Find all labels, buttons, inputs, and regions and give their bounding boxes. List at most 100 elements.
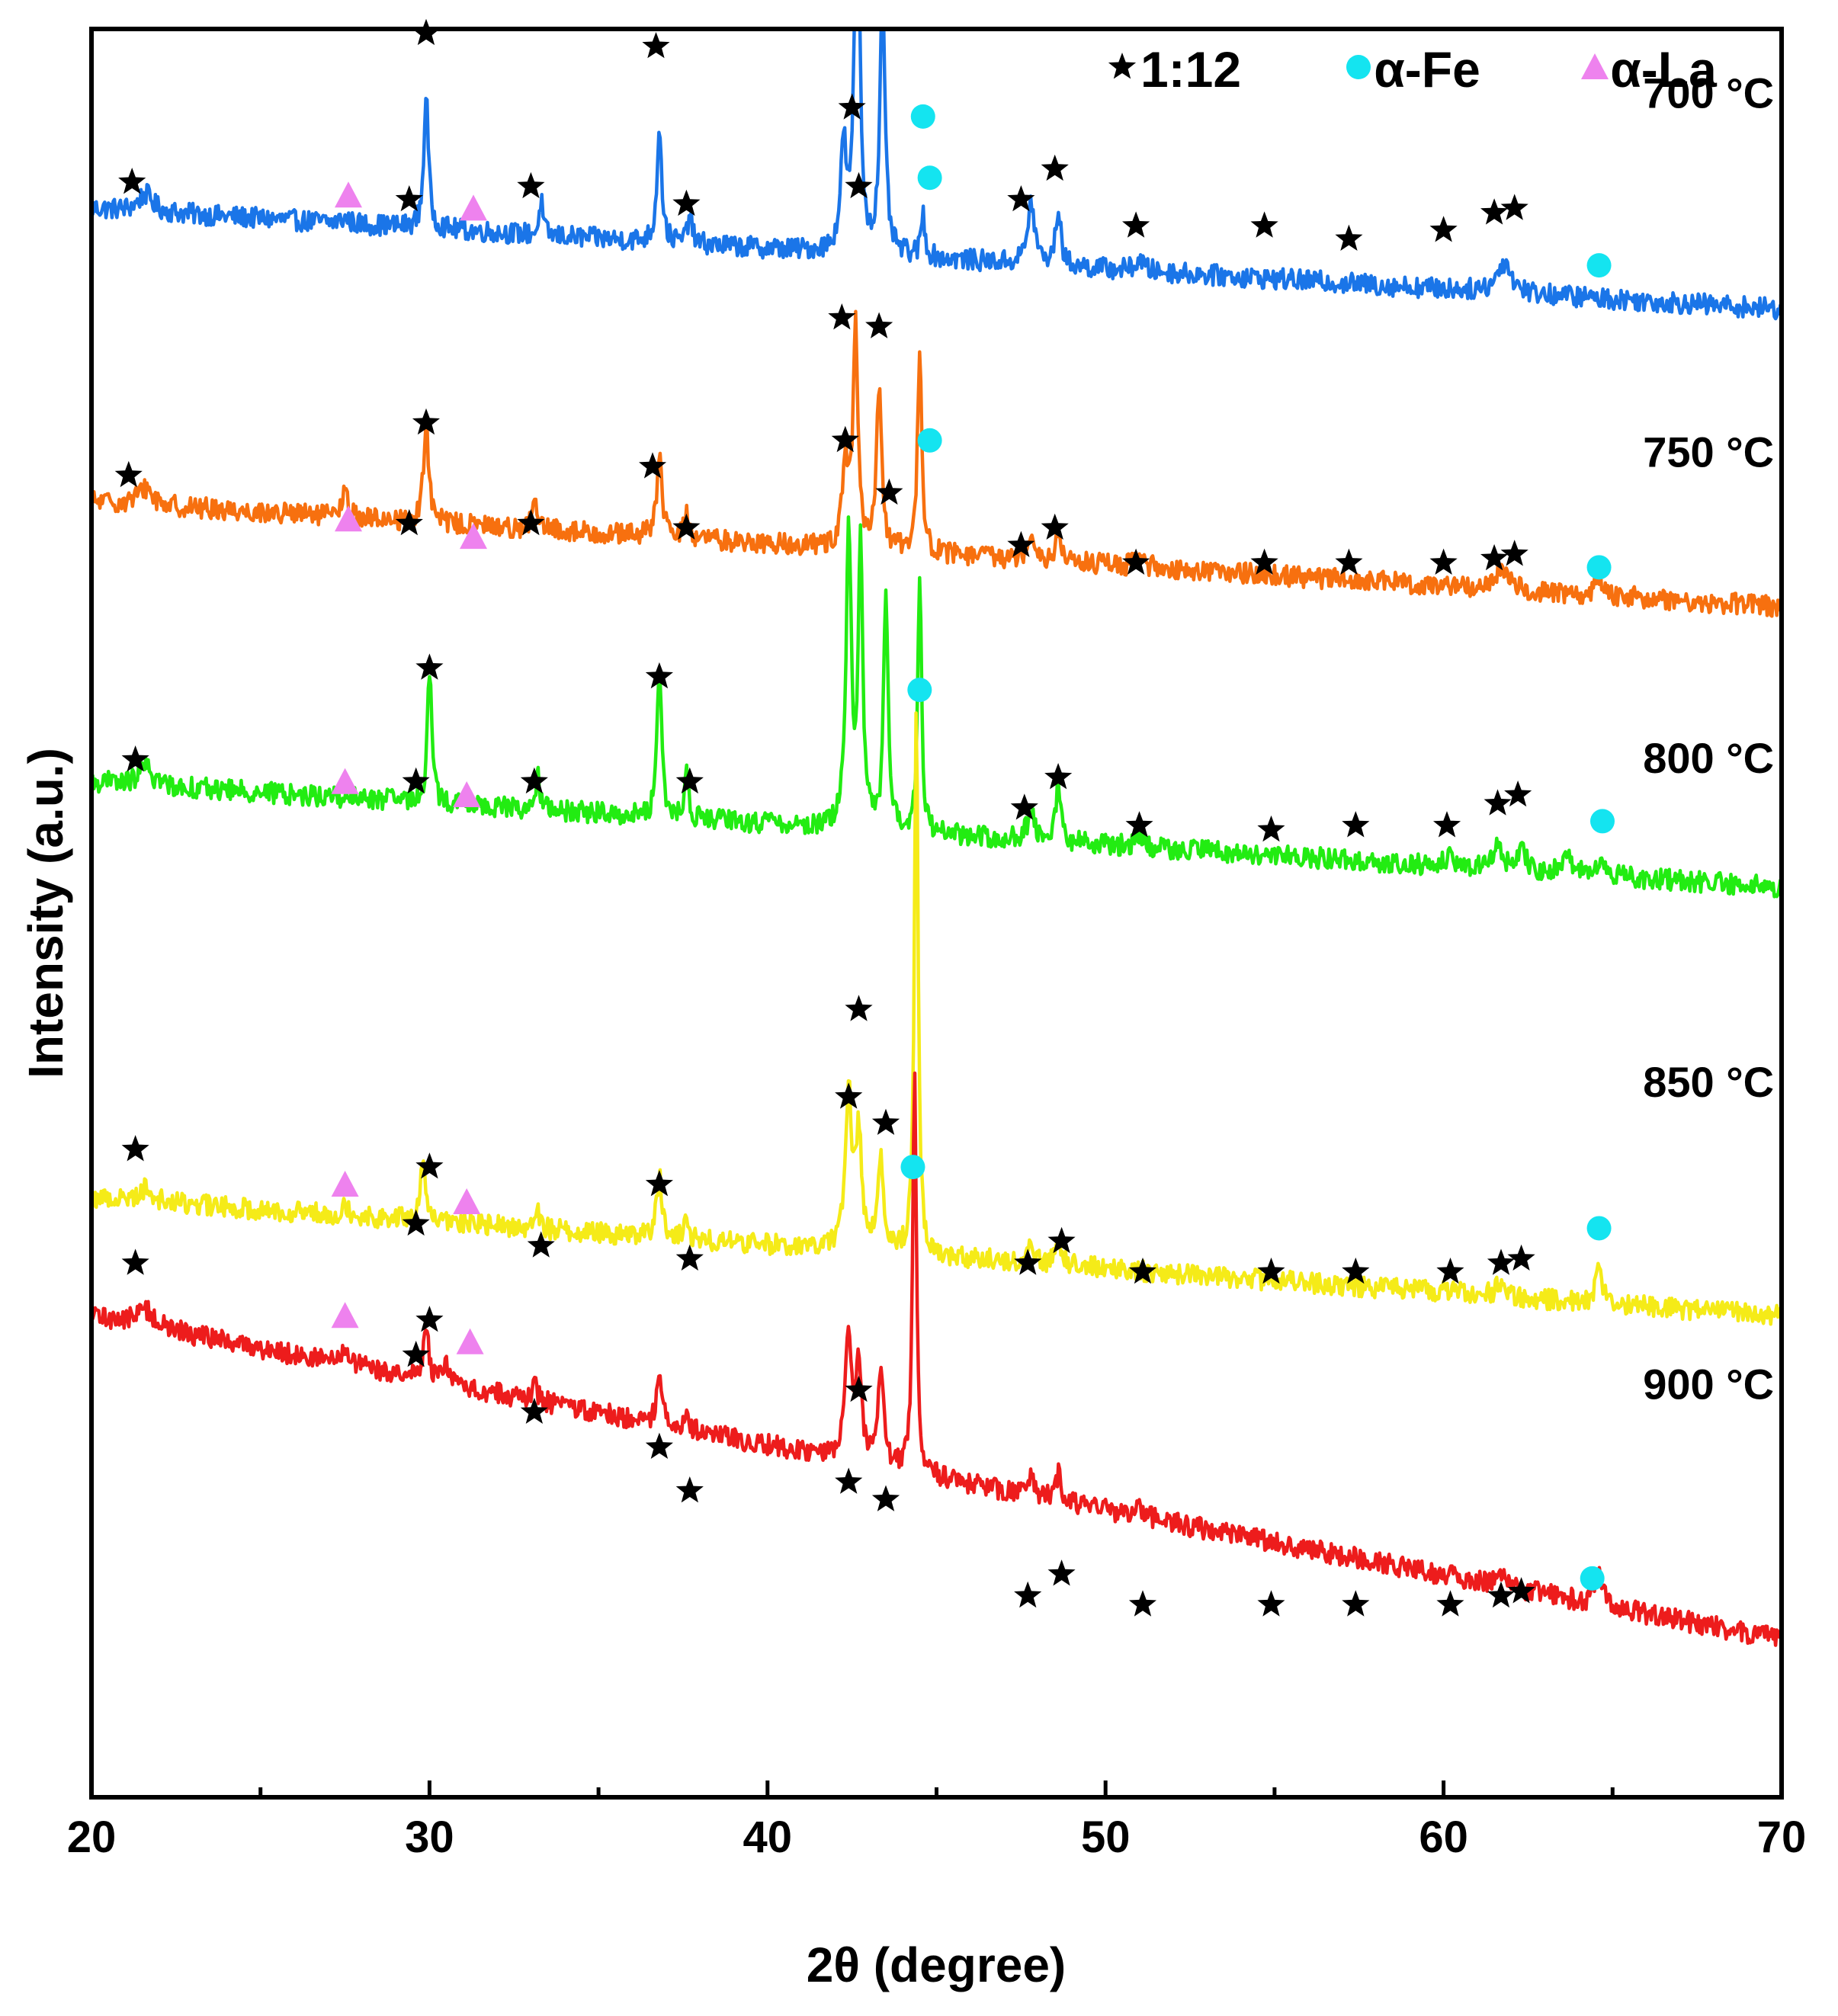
legend-label-1-12: 1:12	[1140, 41, 1241, 98]
phase-1-12-star-marker	[831, 425, 859, 453]
phase-1-12-star-marker	[1128, 1590, 1156, 1617]
alpha-la-triangle-marker	[331, 1171, 359, 1197]
phase-1-12-star-marker	[1429, 216, 1458, 242]
phase-1-12-star-marker	[520, 767, 548, 794]
phase-1-12-star-marker	[412, 408, 440, 435]
alpha-la-triangle-marker	[331, 1302, 359, 1329]
alpha-la-triangle-marker	[456, 1328, 484, 1354]
alpha-fe-circle-marker	[1589, 809, 1615, 834]
phase-1-12-star-marker	[1335, 548, 1363, 575]
alpha-la-triangle-marker	[335, 181, 362, 208]
alpha-fe-circle-marker	[910, 104, 935, 129]
phase-1-12-star-marker	[1507, 1244, 1535, 1271]
series-line-800-c	[91, 515, 1782, 899]
phase-1-12-star-marker	[1125, 811, 1153, 838]
phase-1-12-star-marker	[645, 1432, 673, 1459]
phase-1-12-star-marker	[645, 662, 673, 689]
phase-1-12-star-marker	[1342, 1257, 1370, 1284]
series-layer	[91, 29, 1782, 1647]
phase-1-12-star-marker	[845, 1375, 873, 1402]
phase-1-12-star-marker	[1257, 1257, 1285, 1284]
phase-1-12-star-marker	[1014, 1581, 1042, 1608]
phase-1-12-star-marker	[415, 1152, 444, 1179]
phase-1-12-star-marker	[1436, 1590, 1464, 1617]
curve-label-750-c: 750 °C	[1643, 428, 1774, 476]
x-tick-label: 60	[1419, 1812, 1468, 1862]
phase-1-12-star-marker	[845, 171, 873, 199]
phase-1-12-star-marker	[402, 1209, 430, 1236]
phase-1-12-star-marker	[1257, 1590, 1285, 1617]
series-line-750-c	[91, 309, 1782, 618]
phase-1-12-star-marker	[1041, 154, 1069, 181]
phase-1-12-star-marker	[1250, 211, 1278, 238]
phase-1-12-star-marker	[118, 168, 146, 194]
phase-1-12-star-marker	[828, 303, 856, 330]
phase-1-12-star-marker	[1007, 185, 1035, 212]
curve-label-800-c: 800 °C	[1643, 734, 1774, 782]
y-axis-title: Intensity (a.u.)	[18, 748, 73, 1079]
x-axis-title: 2θ (degree)	[807, 1937, 1066, 1992]
series-line-700-c	[91, 29, 1782, 321]
phase-1-12-star-marker	[412, 18, 440, 46]
phase-1-12-star-marker	[642, 32, 670, 59]
legend-label-fe: α-Fe	[1374, 41, 1480, 98]
phase-1-12-star-marker	[672, 513, 701, 540]
phase-1-12-star-marker	[835, 1467, 863, 1494]
legend-alpha-la-triangle-marker	[1581, 53, 1609, 79]
phase-1-12-star-marker	[1335, 224, 1363, 251]
phase-1-12-star-marker	[527, 1231, 555, 1258]
phase-1-12-star-marker	[1433, 811, 1461, 838]
alpha-la-triangle-marker	[331, 768, 359, 794]
phase-1-12-star-marker	[871, 1485, 900, 1511]
phase-1-12-star-marker	[1500, 194, 1528, 220]
alpha-la-triangle-marker	[335, 505, 362, 532]
phase-1-12-star-marker	[1047, 1226, 1076, 1254]
x-tick-label: 70	[1757, 1812, 1807, 1862]
phase-1-12-star-marker	[1342, 811, 1370, 838]
phase-1-12-star-marker	[1010, 793, 1038, 820]
alpha-fe-circle-marker	[917, 428, 942, 453]
phase-1-12-star-marker	[415, 653, 444, 680]
x-tick-label: 50	[1081, 1812, 1131, 1862]
phase-1-12-star-marker	[1504, 780, 1532, 807]
alpha-fe-circle-marker	[1586, 1216, 1612, 1241]
phase-1-12-star-marker	[675, 1244, 704, 1271]
phase-1-12-star-marker	[865, 312, 893, 338]
phase-1-12-star-marker	[520, 1397, 548, 1424]
alpha-fe-circle-marker	[900, 1155, 925, 1180]
legend: 1:12 α-Fe α-La	[1108, 41, 1718, 98]
phase-1-12-star-marker	[1122, 211, 1150, 238]
series-line-900-c	[91, 1071, 1782, 1647]
phase-1-12-star-marker	[517, 508, 545, 536]
phase-1-12-star-marker	[1007, 530, 1035, 557]
phase-1-12-star-marker	[402, 1341, 430, 1367]
phase-1-12-star-marker	[1044, 763, 1073, 790]
x-tick-label: 20	[67, 1812, 117, 1862]
curve-label-850-c: 850 °C	[1643, 1058, 1774, 1106]
phase-1-12-star-marker	[639, 452, 667, 479]
phase-1-12-star-marker	[1480, 543, 1509, 571]
phase-1-12-star-marker	[838, 93, 866, 120]
alpha-fe-circle-marker	[1580, 1566, 1605, 1591]
phase-1-12-star-marker	[875, 478, 903, 505]
phase-1-12-star-marker	[1480, 198, 1509, 225]
phase-1-12-star-marker	[871, 1108, 900, 1135]
phase-1-12-star-marker	[672, 189, 701, 216]
phase-1-12-star-marker	[1047, 1559, 1076, 1586]
alpha-la-triangle-marker	[460, 194, 487, 221]
phase-1-12-star-marker	[675, 767, 704, 794]
x-axis: 20 30 40 50 60 70	[67, 1780, 1807, 1862]
series-line-850-c	[91, 711, 1782, 1326]
curve-label-900-c: 900 °C	[1643, 1360, 1774, 1408]
phase-1-12-star-marker	[1250, 548, 1278, 575]
phase-1-12-star-marker	[1014, 1248, 1042, 1275]
curve-label-700-c: 700 °C	[1643, 69, 1774, 117]
phase-1-12-star-marker	[1487, 1581, 1515, 1608]
alpha-fe-circle-marker	[1586, 253, 1612, 278]
phase-1-12-star-marker	[645, 1170, 673, 1197]
marker-layer	[114, 18, 1615, 1617]
phase-1-12-star-marker	[1342, 1590, 1370, 1617]
phase-1-12-star-marker	[1436, 1257, 1464, 1284]
